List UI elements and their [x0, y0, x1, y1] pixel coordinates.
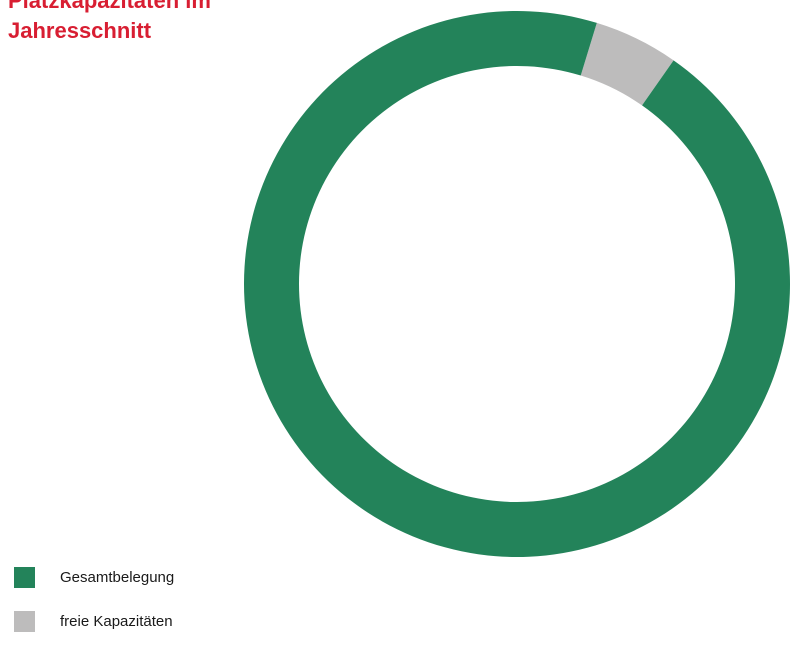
donut-chart: [243, 10, 791, 558]
chart-title: Platzkapazitäten im Jahresschnitt: [8, 0, 211, 43]
slice-freie-kapazitaeten: [580, 22, 674, 106]
legend: Gesamtbelegung freie Kapazitäten: [14, 566, 174, 654]
legend-label-gesamtbelegung: Gesamtbelegung: [60, 568, 175, 586]
slice-gesamtbelegung: [243, 10, 791, 558]
legend-label-freie-kapazitaeten: freie Kapazitäten: [60, 612, 173, 630]
legend-swatch-gesamtbelegung: [14, 566, 35, 588]
legend-item-freie-kapazitaeten: freie Kapazitäten: [14, 610, 174, 632]
legend-item-gesamtbelegung: Gesamtbelegung: [14, 566, 174, 588]
legend-swatch-freie-kapazitaeten: [14, 610, 35, 632]
donut-slices: [243, 10, 791, 558]
